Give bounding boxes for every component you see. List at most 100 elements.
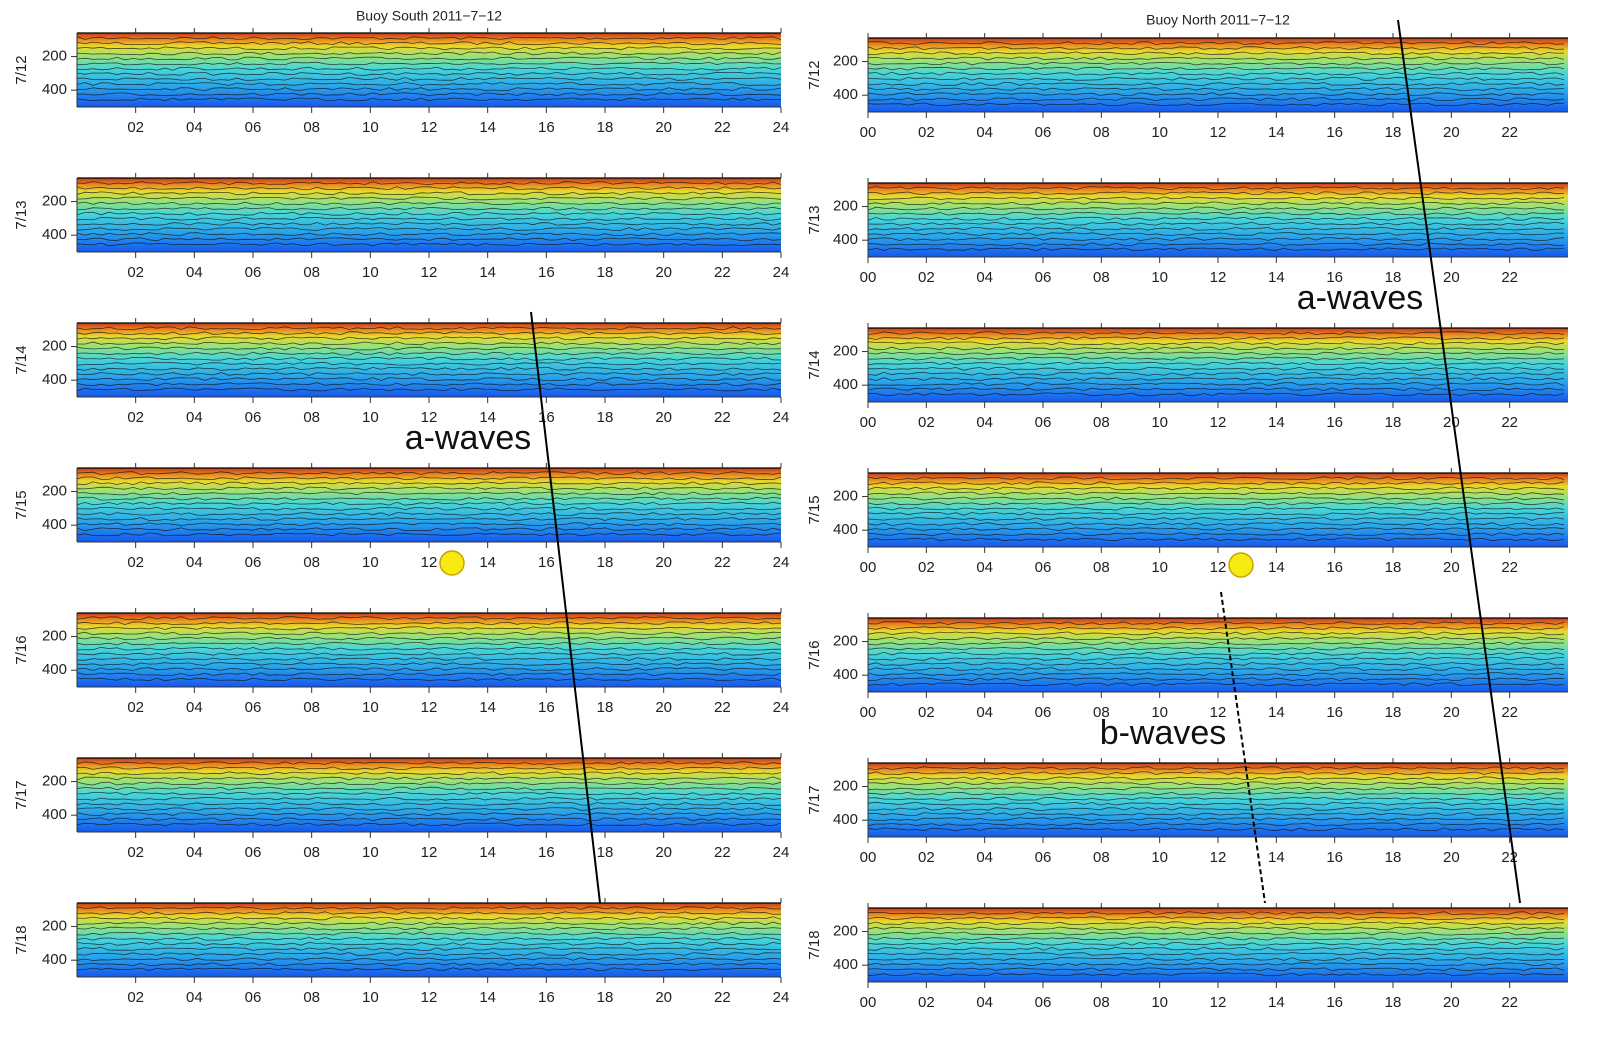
chart-title: Buoy South 2011−7−12 <box>356 8 502 24</box>
x-tick-label: 04 <box>976 704 993 721</box>
x-tick-label: 12 <box>1210 994 1227 1011</box>
x-tick-label: 02 <box>918 849 935 866</box>
x-tick-label: 06 <box>245 844 262 861</box>
x-tick-label: 04 <box>186 554 203 571</box>
y-tick-label: 400 <box>42 806 67 823</box>
x-tick-label: 18 <box>1385 849 1402 866</box>
y-tick-label: 200 <box>833 778 858 795</box>
panel: 7/14200400000204060810121416182022 <box>806 323 1568 431</box>
x-tick-label: 16 <box>1326 849 1343 866</box>
sun-marker <box>440 551 464 575</box>
x-tick-label: 22 <box>1501 124 1518 141</box>
x-tick-label: 14 <box>479 844 496 861</box>
panel: 7/17200400000204060810121416182022 <box>806 758 1568 866</box>
x-tick-label: 22 <box>1501 269 1518 286</box>
row-label: 7/13 <box>806 205 823 234</box>
y-tick-label: 400 <box>42 661 67 678</box>
y-tick-label: 400 <box>833 956 858 973</box>
x-tick-label: 08 <box>303 554 320 571</box>
x-tick-label: 02 <box>127 989 144 1006</box>
x-tick-label: 12 <box>1210 414 1227 431</box>
x-tick-label: 06 <box>245 409 262 426</box>
x-tick-label: 20 <box>655 554 672 571</box>
x-tick-label: 16 <box>538 119 555 136</box>
row-label: 7/17 <box>806 785 823 814</box>
x-tick-label: 18 <box>597 119 614 136</box>
row-label: 7/15 <box>806 495 823 524</box>
y-tick-label: 400 <box>833 86 858 103</box>
chart-title: Buoy North 2011−7−12 <box>1146 12 1290 28</box>
y-tick-label: 400 <box>833 521 858 538</box>
x-tick-label: 20 <box>1443 994 1460 1011</box>
x-tick-label: 12 <box>421 264 438 281</box>
x-tick-label: 20 <box>1443 414 1460 431</box>
x-tick-label: 02 <box>918 559 935 576</box>
x-tick-label: 24 <box>773 699 790 716</box>
x-tick-label: 08 <box>303 844 320 861</box>
x-tick-label: 02 <box>127 699 144 716</box>
panels: Buoy South 2011−7−127/122004000204060810… <box>13 8 1568 1011</box>
x-tick-label: 04 <box>976 559 993 576</box>
row-label: 7/12 <box>806 60 823 89</box>
x-tick-label: 20 <box>655 699 672 716</box>
contour-fill <box>868 763 1568 837</box>
x-tick-label: 24 <box>773 989 790 1006</box>
x-tick-label: 08 <box>1093 559 1110 576</box>
x-tick-label: 22 <box>1501 704 1518 721</box>
y-tick-label: 400 <box>42 371 67 388</box>
x-tick-label: 02 <box>918 269 935 286</box>
x-tick-label: 10 <box>362 119 379 136</box>
x-tick-label: 02 <box>127 119 144 136</box>
y-tick-label: 200 <box>833 198 858 215</box>
x-tick-label: 14 <box>1268 269 1285 286</box>
x-tick-label: 06 <box>1035 414 1052 431</box>
panel: 7/12200400020406081012141618202224 <box>13 28 789 136</box>
x-tick-label: 10 <box>362 554 379 571</box>
x-tick-label: 10 <box>362 409 379 426</box>
contour-fill <box>868 328 1568 402</box>
row-label: 7/17 <box>13 780 30 809</box>
row-label: 7/12 <box>13 55 30 84</box>
panel: 7/16200400000204060810121416182022 <box>806 613 1568 721</box>
x-tick-label: 14 <box>479 264 496 281</box>
y-tick-label: 200 <box>42 628 67 645</box>
x-tick-label: 10 <box>1151 849 1168 866</box>
x-tick-label: 02 <box>918 994 935 1011</box>
annotation: b-waves <box>1100 714 1227 752</box>
x-tick-label: 20 <box>655 844 672 861</box>
y-tick-label: 400 <box>833 376 858 393</box>
x-tick-label: 24 <box>773 554 790 571</box>
row-label: 7/16 <box>13 635 30 664</box>
x-tick-label: 16 <box>1326 994 1343 1011</box>
y-tick-label: 200 <box>42 483 67 500</box>
x-tick-label: 16 <box>538 989 555 1006</box>
x-tick-label: 14 <box>1268 704 1285 721</box>
row-label: 7/18 <box>806 930 823 959</box>
row-label: 7/16 <box>806 640 823 669</box>
panel: 7/13200400020406081012141618202224 <box>13 173 789 281</box>
x-tick-label: 02 <box>918 124 935 141</box>
y-tick-label: 400 <box>42 516 67 533</box>
x-tick-label: 22 <box>1501 414 1518 431</box>
panel: 7/17200400020406081012141618202224 <box>13 753 789 861</box>
x-tick-label: 06 <box>1035 124 1052 141</box>
x-tick-label: 00 <box>860 994 877 1011</box>
y-tick-label: 200 <box>833 488 858 505</box>
x-tick-label: 22 <box>714 844 731 861</box>
x-tick-label: 16 <box>538 554 555 571</box>
x-tick-label: 00 <box>860 124 877 141</box>
panel: 7/15200400000204060810121416182022 <box>806 468 1568 576</box>
x-tick-label: 04 <box>976 414 993 431</box>
x-tick-label: 16 <box>538 844 555 861</box>
x-tick-label: 10 <box>362 844 379 861</box>
y-tick-label: 400 <box>42 81 67 98</box>
y-tick-label: 200 <box>42 48 67 65</box>
x-tick-label: 08 <box>1093 124 1110 141</box>
x-tick-label: 16 <box>1326 414 1343 431</box>
row-label: 7/13 <box>13 200 30 229</box>
x-tick-label: 04 <box>186 989 203 1006</box>
x-tick-label: 16 <box>1326 559 1343 576</box>
x-tick-label: 20 <box>655 989 672 1006</box>
x-tick-label: 14 <box>1268 849 1285 866</box>
